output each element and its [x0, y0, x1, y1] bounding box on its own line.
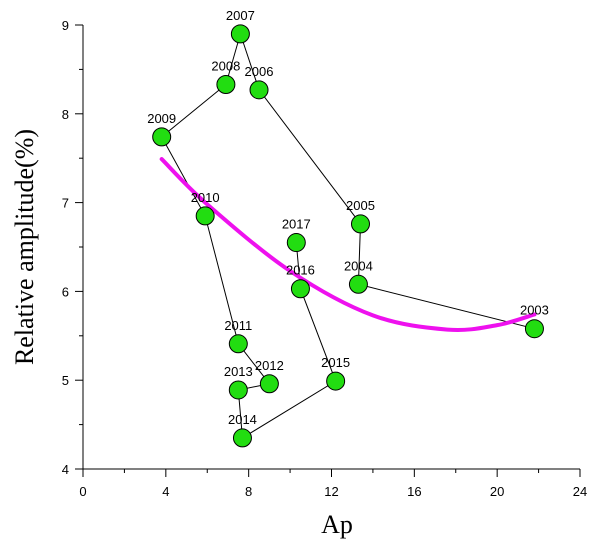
connecting-path [161, 32, 535, 439]
data-point-2015 [326, 371, 346, 391]
data-point-2005 [350, 214, 370, 234]
point-label-2013: 2013 [224, 364, 253, 379]
y-tick-label: 7 [62, 196, 69, 211]
x-axis-title: Ap [321, 510, 353, 539]
point-label-2007: 2007 [226, 8, 255, 23]
quadratic-fit-curve [159, 157, 537, 332]
data-point-2007 [230, 24, 250, 44]
chronological-path-line [161, 32, 535, 439]
data-points [152, 24, 544, 448]
point-label-2004: 2004 [344, 258, 373, 273]
data-point-2012 [259, 374, 279, 394]
y-axis-title: Relative amplitude(%) [10, 129, 39, 365]
data-point-2017 [286, 233, 306, 253]
data-point-2008 [216, 74, 236, 94]
y-tick-label: 4 [62, 462, 69, 477]
x-tick-label: 4 [162, 484, 169, 499]
point-label-2006: 2006 [245, 64, 274, 79]
data-point-2006 [249, 80, 269, 100]
data-point-2016 [290, 279, 310, 299]
data-point-2004 [348, 274, 368, 294]
data-point-2009 [152, 127, 172, 147]
x-tick-label: 16 [407, 484, 421, 499]
point-label-2011: 2011 [224, 318, 252, 333]
point-label-2012: 2012 [255, 358, 284, 373]
point-label-2010: 2010 [191, 190, 220, 205]
x-tick-label: 0 [79, 484, 86, 499]
x-tick-label: 24 [573, 484, 587, 499]
point-label-2016: 2016 [286, 263, 315, 278]
point-label-2008: 2008 [211, 58, 240, 73]
x-tick-label: 20 [490, 484, 504, 499]
point-label-2005: 2005 [346, 198, 375, 213]
y-tick-label: 6 [62, 284, 69, 299]
fit-curve-layer [159, 157, 537, 332]
point-label-2015: 2015 [321, 355, 350, 370]
point-label-2014: 2014 [228, 412, 257, 427]
data-point-2011 [228, 334, 248, 354]
y-tick-label: 9 [62, 18, 69, 33]
data-point-2014 [232, 428, 252, 448]
x-tick-label: 12 [324, 484, 338, 499]
point-labels: 2003 2004 2005 2006 2007 2008 2009 2010 2011 2012… [147, 8, 549, 427]
y-tick-label: 5 [62, 373, 69, 388]
data-point-2010 [195, 206, 215, 226]
point-label-2017: 2017 [282, 217, 311, 232]
point-label-2003: 2003 [520, 303, 549, 318]
point-label-2009: 2009 [147, 111, 176, 126]
y-tick-label: 8 [62, 107, 69, 122]
x-tick-label: 8 [245, 484, 252, 499]
data-point-2013 [228, 380, 248, 400]
data-point-2003 [524, 319, 544, 339]
